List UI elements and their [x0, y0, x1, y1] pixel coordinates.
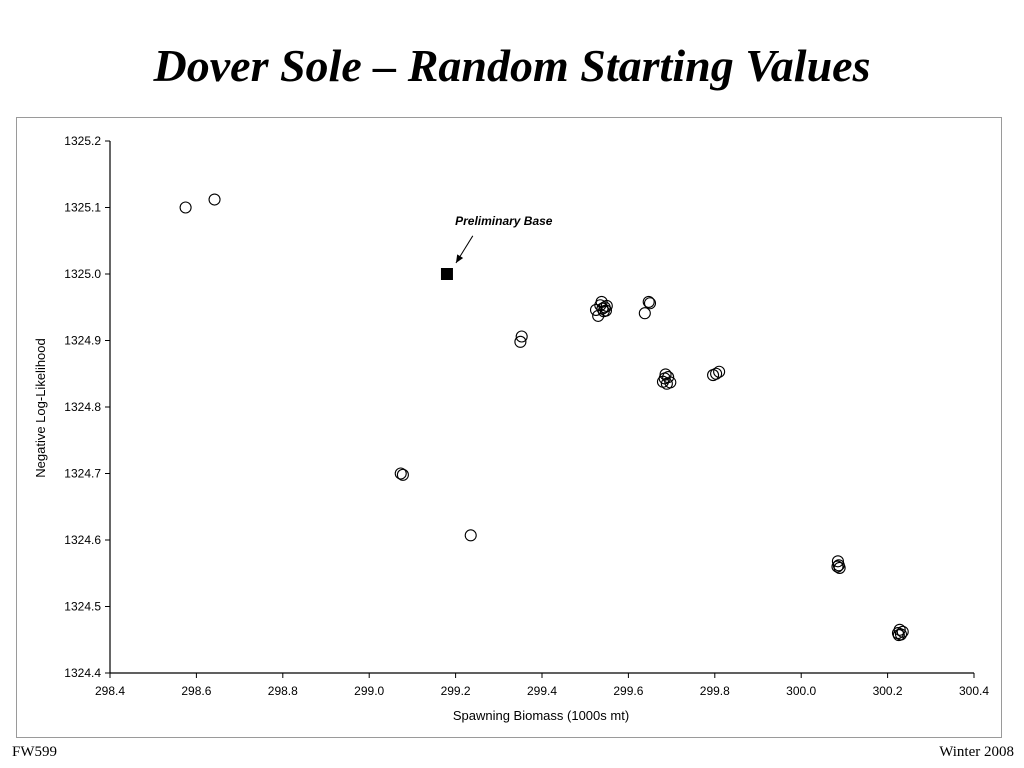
y-tick-label: 1325.0 — [64, 267, 101, 281]
x-axis-label: Spawning Biomass (1000s mt) — [453, 708, 629, 723]
x-tick-label: 299.2 — [441, 684, 471, 698]
y-tick-label: 1324.8 — [64, 400, 101, 414]
x-tick-label: 299.0 — [354, 684, 384, 698]
data-point — [600, 299, 613, 312]
data-point — [642, 295, 655, 308]
y-tick-label: 1325.2 — [64, 134, 101, 148]
x-tick-label: 299.6 — [613, 684, 643, 698]
scatter-chart: 298.4 298.6 298.8 299.0 299.2 299.4 299.6 299.8… — [33, 134, 989, 723]
x-tick-label: 298.4 — [95, 684, 125, 698]
y-tick-label: 1324.6 — [64, 533, 101, 547]
data-point — [662, 371, 675, 384]
footer-term-label: Winter 2008 — [939, 744, 1014, 760]
annotation-label: Preliminary Base — [455, 214, 553, 228]
data-point — [896, 625, 909, 638]
x-tick-label: 299.4 — [527, 684, 557, 698]
tick-labels: 298.4 298.6 298.8 299.0 299.2 299.4 299.6 299.8… — [64, 134, 989, 698]
data-point — [831, 555, 844, 568]
preliminary-base-marker — [440, 268, 453, 280]
data-point — [464, 529, 477, 542]
data-point — [643, 297, 657, 310]
x-tick-label: 299.8 — [700, 684, 730, 698]
x-tick-label: 300.2 — [873, 684, 903, 698]
annotation: Preliminary Base — [455, 214, 553, 264]
data-point — [394, 467, 407, 480]
data-point — [396, 468, 409, 481]
annotation-arrow-head — [455, 254, 464, 263]
data-point — [664, 376, 677, 389]
y-axis-label: Negative Log-Likelihood — [33, 338, 48, 477]
data-point — [514, 335, 527, 348]
data-point — [179, 201, 192, 214]
y-tick-label: 1324.9 — [64, 334, 101, 348]
data-points — [179, 193, 909, 642]
x-tick-label: 298.8 — [268, 684, 298, 698]
data-point — [833, 561, 846, 574]
data-point — [710, 367, 723, 380]
x-tick-label: 300.0 — [786, 684, 816, 698]
axes — [105, 140, 975, 678]
chart-frame: 298.4 298.6 298.8 299.0 299.2 299.4 299.6 299.8… — [16, 117, 1002, 738]
y-tick-label: 1324.5 — [64, 600, 101, 614]
data-point — [893, 623, 906, 636]
footer-course-label: FW599 — [12, 744, 57, 760]
data-point — [638, 307, 651, 320]
slide-title: Dover Sole – Random Starting Values — [153, 40, 871, 91]
data-point — [599, 304, 612, 317]
data-point — [713, 365, 726, 378]
x-tick-label: 300.4 — [959, 684, 989, 698]
data-point — [515, 330, 528, 343]
y-tick-label: 1324.4 — [64, 666, 101, 680]
data-point — [892, 629, 905, 642]
data-point — [208, 193, 221, 206]
data-point — [831, 560, 844, 573]
data-point — [589, 303, 603, 316]
x-tick-label: 298.6 — [181, 684, 211, 698]
y-tick-label: 1325.1 — [64, 201, 101, 215]
y-tick-label: 1324.7 — [64, 467, 101, 481]
